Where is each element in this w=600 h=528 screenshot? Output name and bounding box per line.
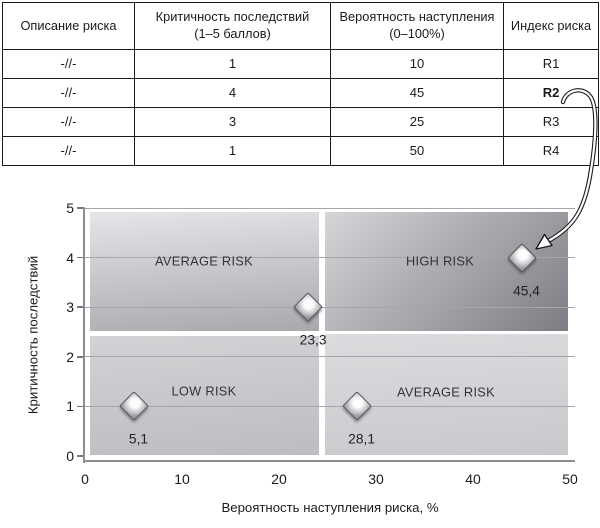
y-tick-label: 2	[66, 348, 74, 365]
table-header-row: Описание риска Критичность последствий (…	[2, 2, 599, 50]
gridline-y-5	[85, 207, 575, 209]
y-tick-label: 3	[66, 299, 74, 316]
cell-probability: 45	[330, 78, 504, 108]
y-tick-label: 1	[66, 398, 74, 415]
zone-label-upper-left: AVERAGE RISK	[155, 253, 253, 269]
gridline-y-1	[85, 405, 575, 407]
y-tick-label: 5	[66, 200, 74, 216]
data-point-label: 5,1	[128, 431, 149, 447]
zone-label-upper-right: HIGH RISK	[405, 253, 475, 269]
data-point-label: 28,1	[348, 431, 376, 447]
col-header-criticality: Критичность последствий (1–5 баллов)	[134, 2, 331, 50]
y-axis-title: Критичность последствий	[25, 255, 41, 415]
zone-label-lower-right: AVERAGE RISK	[397, 384, 495, 400]
gridline-y-2	[85, 356, 575, 358]
x-tick-label: 0	[81, 471, 89, 487]
col-header-text: Описание риска	[20, 17, 117, 33]
x-tick-label: 50	[562, 471, 578, 487]
y-tick-label: 4	[66, 249, 74, 266]
col-header-risk-index: Индекс риска	[503, 2, 599, 50]
y-tick-3	[77, 306, 83, 308]
y-tick-1	[77, 405, 83, 408]
y-axis-line	[83, 207, 85, 463]
cell-criticality: 4	[134, 78, 331, 108]
col-header-description: Описание риска	[2, 2, 135, 50]
data-point-label: 23,3	[299, 332, 327, 348]
risk-table: Описание риска Критичность последствий (…	[2, 2, 599, 166]
x-tick-label: 20	[271, 471, 287, 487]
zone-label-lower-left: LOW RISK	[171, 383, 237, 399]
table-row: -//- 4 45 R2	[2, 78, 599, 108]
gridline-y-4	[85, 257, 575, 259]
cell-description: -//-	[2, 107, 135, 137]
x-tick-label: 10	[174, 471, 190, 487]
y-tick-0	[77, 455, 83, 457]
cell-criticality: 1	[134, 136, 331, 166]
y-tick-5	[77, 207, 83, 209]
zone-lower-right	[325, 334, 568, 455]
x-axis-title: Вероятность наступления риска, %	[221, 500, 439, 515]
x-tick-label: 30	[368, 471, 384, 487]
cell-criticality: 1	[134, 49, 331, 79]
risk-table-body: -//- 1 10 R1 -//- 4 45 R2 -//- 3 25 R3 -//- 1 50 R4	[2, 49, 599, 166]
y-tick-4	[77, 256, 83, 259]
zone-upper-left	[90, 212, 319, 331]
table-row: -//- 1 50 R4	[2, 136, 599, 166]
x-axis-line	[83, 460, 575, 462]
data-point-label: 45,4	[513, 283, 540, 299]
col-header-probability: Вероятность наступления (0–100%)	[330, 2, 504, 50]
cell-criticality: 3	[134, 107, 331, 137]
zone-upper-right	[325, 212, 568, 331]
cell-probability: 50	[330, 136, 504, 166]
cell-description: -//-	[2, 136, 135, 166]
cell-description: -//-	[2, 49, 135, 79]
gridline-y-3	[85, 306, 575, 308]
y-tick-label: 0	[66, 448, 74, 464]
x-tick-label: 40	[465, 471, 481, 487]
y-tick-2	[77, 356, 83, 358]
